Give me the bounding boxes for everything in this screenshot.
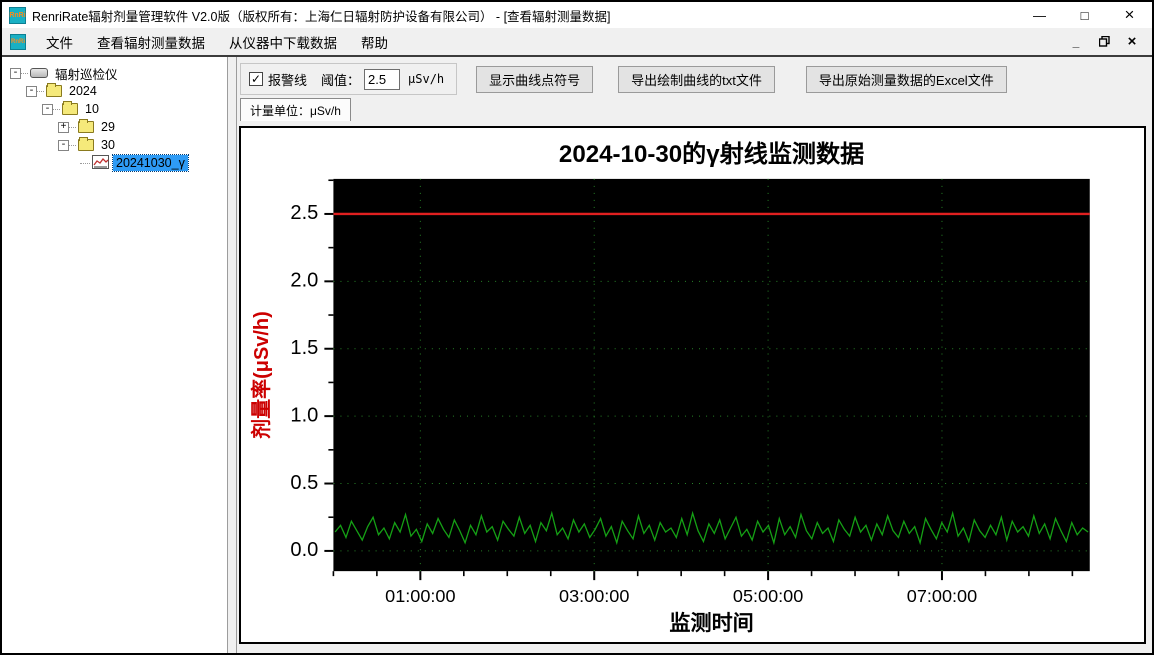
main-content: - 辐射巡检仪 - 2024 - 10 + 29: [2, 57, 1152, 653]
folder-icon: [78, 137, 94, 151]
tree-item-root[interactable]: - 辐射巡检仪: [6, 64, 225, 82]
chart-file-icon: [92, 154, 109, 172]
tree-item-29[interactable]: + 29: [6, 118, 225, 136]
tab-unit-usvh[interactable]: 计量单位：μSv/h: [240, 98, 351, 121]
folder-icon: [46, 83, 62, 97]
tree-connector: [69, 144, 76, 146]
minimize-button[interactable]: —: [1033, 7, 1046, 23]
tree-item-dataset-20241030[interactable]: 20241030_γ: [6, 154, 225, 172]
tree-item-label[interactable]: 2024: [69, 84, 97, 98]
export-txt-button[interactable]: 导出绘制曲线的txt文件: [618, 65, 775, 93]
chart-container: 0.0 0.5 1.0 1.5 2.0 2.5 01:00:00 03:00:00 05:00:…: [239, 126, 1146, 644]
svg-text:01:00:00: 01:00:00: [385, 586, 455, 606]
mdi-child-icon[interactable]: RnRi: [10, 33, 26, 50]
threshold-unit-label: μSv/h: [408, 72, 445, 86]
collapse-box[interactable]: -: [58, 139, 69, 151]
gamma-monitoring-chart: 0.0 0.5 1.0 1.5 2.0 2.5 01:00:00 03:00:00 05:00:…: [249, 140, 1090, 635]
device-icon: [30, 68, 48, 78]
restore-icon: [1098, 36, 1110, 47]
child-restore-button[interactable]: [1092, 32, 1116, 52]
svg-text:1.5: 1.5: [290, 337, 318, 359]
tree-item-label[interactable]: 29: [101, 120, 115, 134]
expand-box[interactable]: +: [58, 121, 69, 133]
svg-text:05:00:00: 05:00:00: [733, 586, 803, 606]
threshold-label: 阈值：: [321, 72, 361, 88]
tree-connector: [37, 90, 44, 92]
close-button[interactable]: ×: [1124, 5, 1135, 24]
collapse-box[interactable]: -: [42, 103, 53, 115]
child-minimize-button[interactable]: _: [1072, 34, 1080, 49]
measurement-panel: ✓ 报警线 阈值： μSv/h 显示曲线点符号 导出绘制曲线的txt文件 导出原…: [237, 57, 1152, 653]
tree-connector: [53, 108, 60, 110]
tree-item-label[interactable]: 10: [85, 102, 99, 116]
tree-connector: [69, 126, 76, 128]
alarm-group-box: ✓ 报警线 阈值： μSv/h: [240, 63, 458, 95]
folder-icon: [78, 119, 94, 133]
export-excel-button[interactable]: 导出原始测量数据的Excel文件: [805, 65, 1007, 93]
tree-item-10[interactable]: - 10: [6, 100, 225, 118]
menu-download-from-instrument[interactable]: 从仪器中下载数据: [229, 35, 337, 51]
svg-text:2.0: 2.0: [290, 270, 318, 292]
svg-text:剂量率(μSv/h): 剂量率(μSv/h): [249, 311, 273, 438]
chart-toolbar: ✓ 报警线 阈值： μSv/h 显示曲线点符号 导出绘制曲线的txt文件 导出原…: [237, 57, 1152, 97]
tree-item-2024[interactable]: - 2024: [6, 82, 225, 100]
svg-text:1.0: 1.0: [290, 404, 318, 426]
tree-item-label-selected[interactable]: 20241030_γ: [112, 154, 189, 172]
collapse-box[interactable]: -: [10, 67, 21, 79]
svg-text:0.5: 0.5: [290, 472, 318, 494]
panel-splitter[interactable]: [228, 57, 237, 653]
tree-connector: [80, 162, 90, 164]
alarm-line-label: 报警线: [268, 72, 308, 88]
threshold-input[interactable]: [364, 68, 401, 90]
menu-view-measurement-data[interactable]: 查看辐射测量数据: [97, 35, 205, 51]
child-close-button[interactable]: ×: [1127, 33, 1137, 50]
svg-text:0.0: 0.0: [290, 539, 318, 561]
unit-tab-strip: 计量单位：μSv/h: [237, 97, 1152, 121]
tree-item-label[interactable]: 辐射巡检仪: [55, 67, 118, 82]
collapse-box[interactable]: -: [26, 85, 37, 97]
svg-text:07:00:00: 07:00:00: [907, 586, 977, 606]
app-icon: RnRi: [9, 6, 26, 24]
svg-text:2.5: 2.5: [290, 202, 318, 224]
folder-icon: [62, 101, 78, 115]
menu-bar: RnRi 文件 查看辐射测量数据 从仪器中下载数据 帮助 _ ×: [2, 28, 1152, 57]
svg-text:2024-10-30的γ射线监测数据: 2024-10-30的γ射线监测数据: [559, 140, 864, 168]
tree-item-label[interactable]: 30: [101, 138, 115, 152]
svg-text:03:00:00: 03:00:00: [559, 586, 629, 606]
alarm-line-checkbox[interactable]: ✓: [249, 72, 263, 86]
svg-text:监测时间: 监测时间: [669, 611, 753, 635]
window-title: RenriRate辐射剂量管理软件 V2.0版（版权所有：上海仁日辐射防护设备有…: [32, 9, 611, 24]
maximize-button[interactable]: □: [1080, 7, 1089, 23]
device-tree-panel: - 辐射巡检仪 - 2024 - 10 + 29: [2, 57, 228, 653]
show-curve-points-button[interactable]: 显示曲线点符号: [476, 65, 594, 93]
menu-help[interactable]: 帮助: [361, 35, 388, 51]
menu-file[interactable]: 文件: [46, 35, 73, 51]
tree-connector: [21, 72, 28, 74]
tree-item-30[interactable]: - 30: [6, 136, 225, 154]
title-bar: RnRi RenriRate辐射剂量管理软件 V2.0版（版权所有：上海仁日辐射…: [2, 2, 1152, 28]
